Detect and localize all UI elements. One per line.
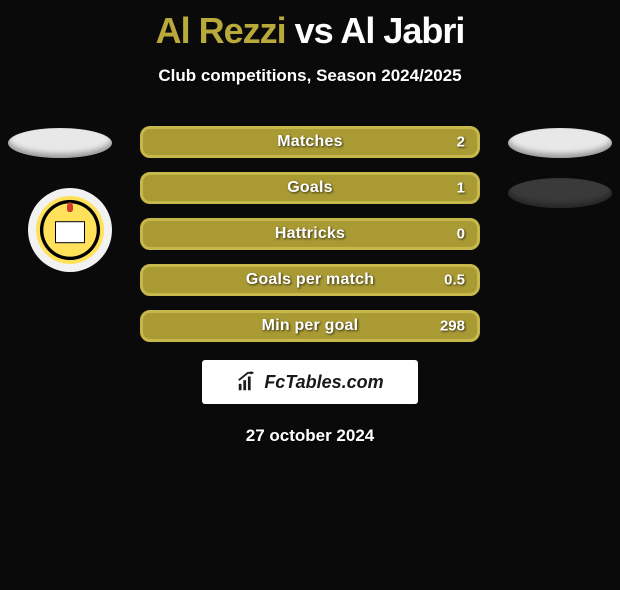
stat-bars: Matches 2 Goals 1 Hattricks 0 Goals per match 0… <box>140 126 480 342</box>
stat-bar: Hattricks 0 <box>140 218 480 250</box>
team1-badge-icon <box>36 196 104 264</box>
stat-label: Hattricks <box>275 225 345 243</box>
bar-chart-icon <box>236 371 258 393</box>
comparison-title: Al Rezzi vs Al Jabri <box>0 10 620 52</box>
stat-bar: Goals 1 <box>140 172 480 204</box>
team2-marker-second <box>508 178 612 208</box>
stat-value: 298 <box>440 318 465 335</box>
subtitle: Club competitions, Season 2024/2025 <box>0 66 620 86</box>
stat-value: 0 <box>457 226 465 243</box>
stat-value: 0.5 <box>444 272 465 289</box>
stat-label: Goals <box>287 179 332 197</box>
team2-marker-top <box>508 128 612 158</box>
stat-value: 1 <box>457 180 465 197</box>
stats-panel: Matches 2 Goals 1 Hattricks 0 Goals per match 0… <box>0 126 620 342</box>
stat-bar: Goals per match 0.5 <box>140 264 480 296</box>
snapshot-date: 27 october 2024 <box>0 426 620 446</box>
stat-bar: Min per goal 298 <box>140 310 480 342</box>
stat-label: Min per goal <box>262 317 359 335</box>
stat-label: Matches <box>277 133 342 151</box>
player1-name: Al Rezzi <box>156 10 286 51</box>
stat-value: 2 <box>457 134 465 151</box>
stat-bar: Matches 2 <box>140 126 480 158</box>
stat-label: Goals per match <box>246 271 374 289</box>
site-attribution: FcTables.com <box>202 360 418 404</box>
site-attribution-text: FcTables.com <box>264 372 383 393</box>
team1-marker-top <box>8 128 112 158</box>
player2-name: Al Jabri <box>340 10 464 51</box>
vs-separator: vs <box>295 10 333 51</box>
team1-badge <box>28 188 112 272</box>
